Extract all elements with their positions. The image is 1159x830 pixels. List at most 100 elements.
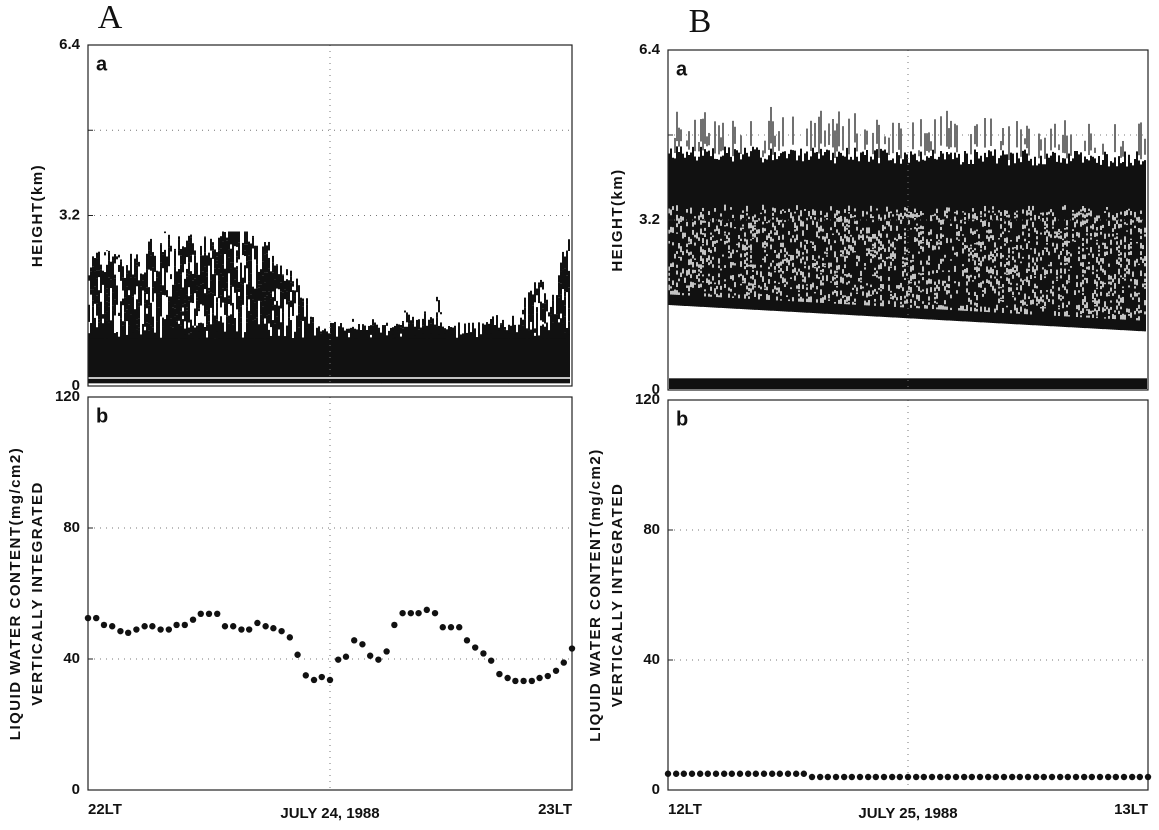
data-point xyxy=(262,623,269,630)
y-tick-label: 6.4 xyxy=(639,41,661,58)
data-point xyxy=(157,626,164,633)
y-axis-label: HEIGHT(km) xyxy=(29,164,46,267)
data-point xyxy=(84,614,92,622)
data-point xyxy=(133,626,140,633)
x-axis-label: JULY 25, 1988 xyxy=(858,805,957,822)
data-point xyxy=(840,773,848,781)
data-point xyxy=(1080,773,1088,781)
data-point xyxy=(832,773,840,781)
y-tick-label: 40 xyxy=(643,651,660,668)
y-tick-label: 120 xyxy=(635,391,660,408)
data-point xyxy=(984,773,992,781)
data-point xyxy=(375,656,382,663)
data-point xyxy=(1088,773,1096,781)
x-tick-label: 12LT xyxy=(668,801,702,818)
data-point xyxy=(238,626,245,633)
data-point xyxy=(688,770,696,777)
data-point xyxy=(944,773,952,781)
data-point xyxy=(399,609,406,617)
panel-label: b xyxy=(96,405,108,427)
data-point xyxy=(407,609,415,617)
data-point xyxy=(720,770,728,777)
data-point xyxy=(181,621,188,629)
data-point xyxy=(439,624,446,631)
data-point xyxy=(1104,773,1112,781)
data-point xyxy=(512,677,519,685)
data-point xyxy=(568,645,576,652)
data-point xyxy=(189,616,197,623)
data-point xyxy=(672,770,680,777)
data-point xyxy=(784,770,792,777)
data-point xyxy=(447,624,455,631)
column-label: A xyxy=(98,0,123,36)
data-point xyxy=(968,773,976,781)
x-tick-label: 13LT xyxy=(1114,801,1148,818)
y-tick-label: 80 xyxy=(643,521,660,538)
data-point xyxy=(760,770,768,777)
data-point xyxy=(109,623,116,630)
data-point xyxy=(952,773,960,781)
data-point xyxy=(302,672,309,679)
data-point xyxy=(1072,773,1080,781)
data-point xyxy=(205,610,213,618)
data-point xyxy=(245,626,253,633)
data-point xyxy=(816,773,824,781)
data-point xyxy=(936,773,944,781)
data-point xyxy=(391,621,398,629)
data-point xyxy=(896,773,904,781)
data-point xyxy=(351,637,358,644)
data-point xyxy=(744,770,752,777)
data-point xyxy=(976,773,984,781)
data-point xyxy=(664,770,672,777)
y-axis-label: HEIGHT(km) xyxy=(609,168,626,271)
data-point xyxy=(800,770,808,777)
data-point xyxy=(472,644,479,651)
data-point xyxy=(1144,773,1152,781)
y-tick-label: 3.2 xyxy=(639,211,660,228)
data-point xyxy=(165,626,173,633)
data-point xyxy=(808,773,816,781)
plot-frame xyxy=(667,49,1149,391)
echo xyxy=(669,378,1147,389)
y-axis-label: VERTICALLY INTEGRATED xyxy=(29,481,46,706)
data-point xyxy=(696,770,704,777)
data-point xyxy=(456,624,463,631)
plot-frame xyxy=(87,396,573,791)
data-point xyxy=(1024,773,1032,781)
y-tick-label: 0 xyxy=(72,781,80,798)
data-point xyxy=(487,657,495,664)
data-point xyxy=(560,659,567,666)
data-point xyxy=(1008,773,1016,781)
data-point xyxy=(326,676,334,684)
data-point xyxy=(1048,773,1056,781)
data-point xyxy=(552,667,560,674)
plot-frame xyxy=(87,44,573,387)
data-point xyxy=(197,610,204,618)
data-point xyxy=(221,623,229,630)
radar-echo xyxy=(88,231,572,384)
data-point xyxy=(1128,773,1136,781)
panel-label: a xyxy=(676,58,688,80)
data-point xyxy=(1112,773,1120,781)
y-tick-label: 0 xyxy=(652,381,660,398)
data-point xyxy=(1136,773,1144,781)
data-point xyxy=(912,773,920,781)
data-point xyxy=(149,623,156,630)
y-tick-label: 120 xyxy=(55,388,80,405)
data-point xyxy=(230,623,237,630)
data-point xyxy=(254,619,261,627)
data-point xyxy=(872,773,880,781)
data-point xyxy=(286,634,294,641)
data-point xyxy=(1000,773,1008,781)
data-point xyxy=(1056,773,1064,781)
column-label: B xyxy=(689,3,712,40)
data-point xyxy=(93,614,100,622)
data-point xyxy=(124,629,132,636)
data-point xyxy=(100,621,108,629)
data-point xyxy=(270,625,277,632)
plot-frame xyxy=(667,399,1149,791)
data-point xyxy=(463,637,471,644)
data-point xyxy=(520,677,527,685)
data-point xyxy=(544,672,551,680)
data-point xyxy=(366,652,374,659)
